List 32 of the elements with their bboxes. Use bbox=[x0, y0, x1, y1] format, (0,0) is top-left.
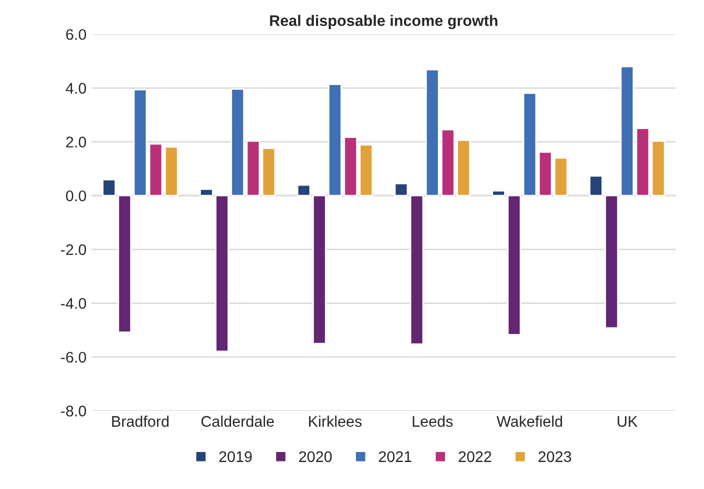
bar bbox=[394, 182, 408, 196]
y-tick-label: 0.0 bbox=[66, 190, 86, 202]
x-tick-label: UK bbox=[618, 416, 638, 427]
bar bbox=[246, 140, 260, 196]
x-tick-label: Kirklees bbox=[309, 416, 362, 427]
bar bbox=[133, 88, 148, 196]
x-tick-label: Calderdale bbox=[201, 416, 274, 427]
legend-label: 2023 bbox=[538, 451, 572, 462]
bar bbox=[410, 194, 424, 345]
bar bbox=[636, 128, 650, 196]
legend-label: 2022 bbox=[458, 451, 492, 462]
y-tick-label: -6.0 bbox=[61, 352, 86, 363]
bar bbox=[148, 143, 163, 196]
bar bbox=[507, 194, 522, 336]
bar bbox=[262, 148, 276, 196]
bar bbox=[522, 92, 537, 196]
legend-label: 2021 bbox=[378, 451, 412, 462]
x-tick-label: Wakefield bbox=[496, 416, 562, 427]
y-tick-label: -2.0 bbox=[61, 244, 86, 256]
bar bbox=[492, 190, 506, 196]
bar bbox=[651, 140, 666, 196]
chart-title: Real disposable income growth bbox=[270, 14, 498, 30]
y-tick-label: -4.0 bbox=[61, 298, 86, 309]
x-tick-label: Leeds bbox=[412, 416, 453, 427]
x-tick-label: Bradford bbox=[112, 416, 169, 427]
y-tick-label: 2.0 bbox=[66, 136, 86, 148]
y-tick-label: 6.0 bbox=[66, 29, 86, 40]
legend-label: 2020 bbox=[299, 451, 332, 462]
y-tick-label: 4.0 bbox=[66, 82, 86, 94]
legend-label: 2019 bbox=[219, 451, 252, 462]
y-tick-label: -8.0 bbox=[61, 406, 86, 416]
bar bbox=[164, 146, 178, 196]
